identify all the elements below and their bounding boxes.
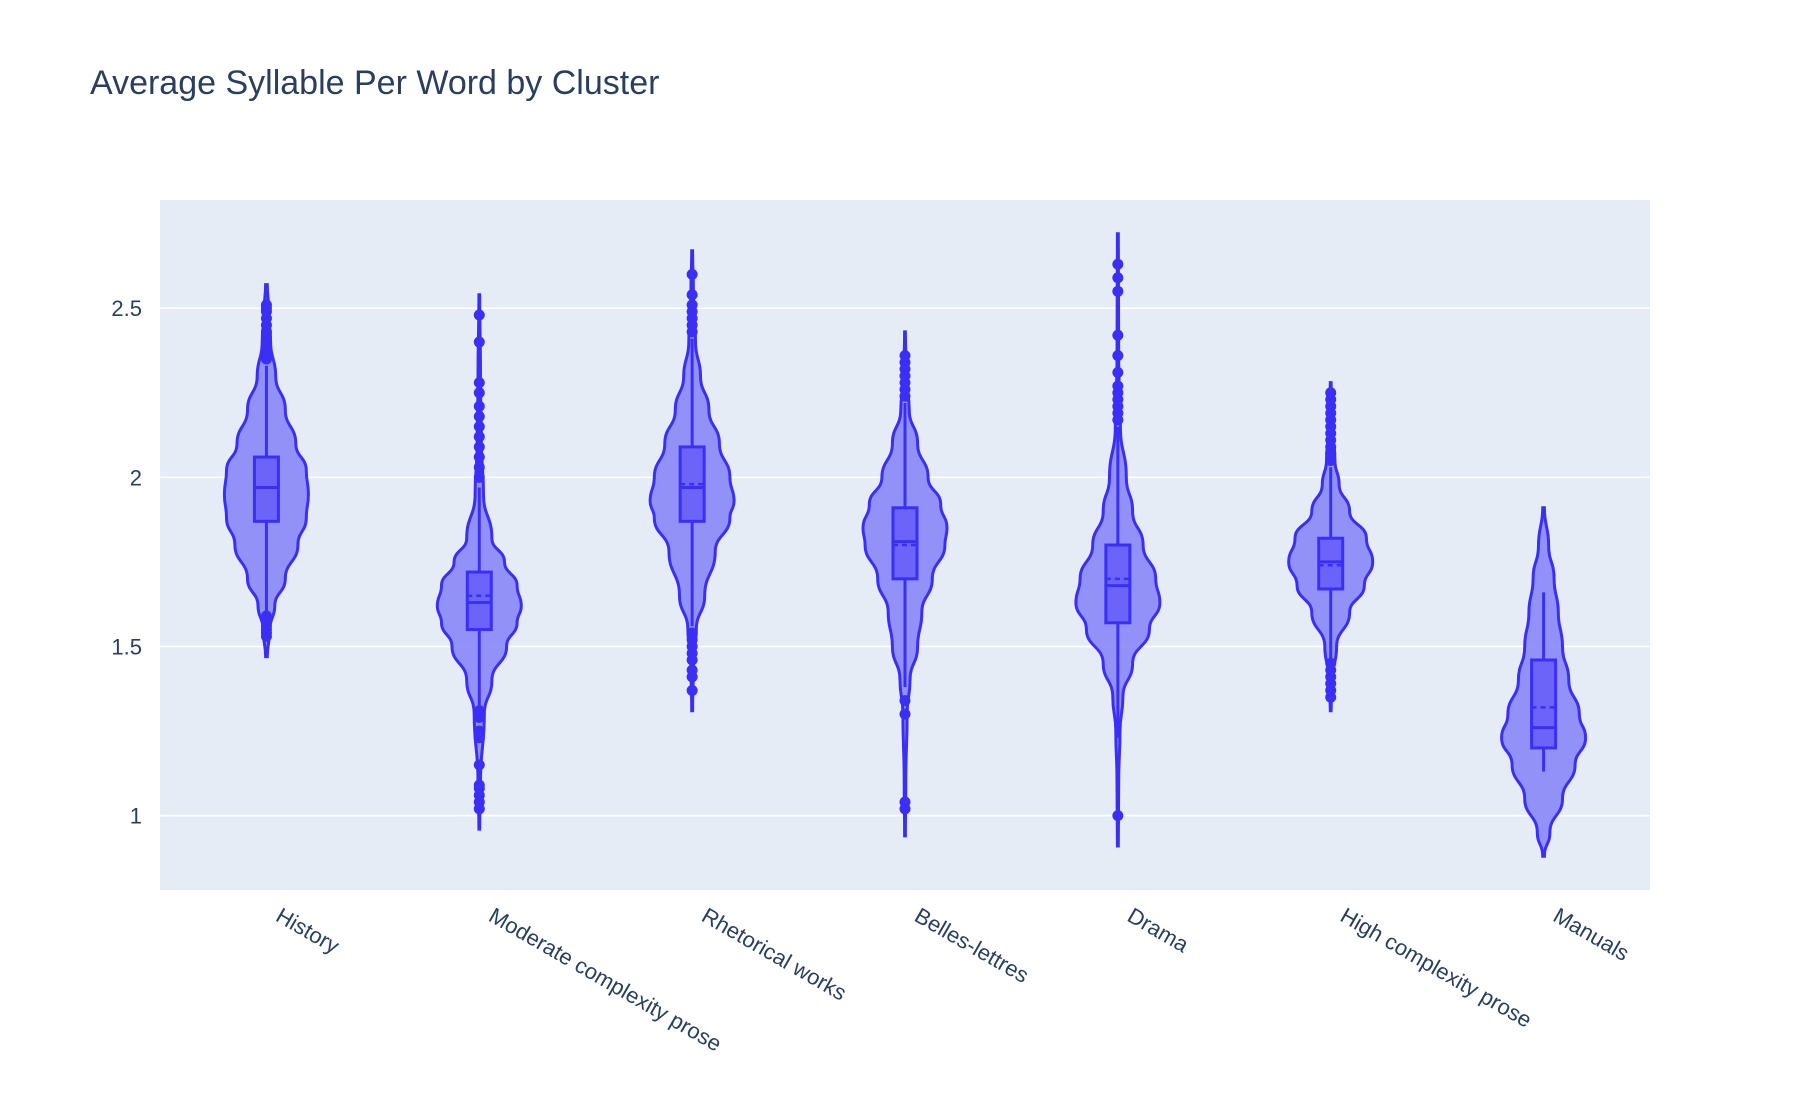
x-tick-label: Rhetorical works <box>698 903 851 1006</box>
outlier-point <box>686 289 698 301</box>
outlier-point <box>473 471 485 483</box>
outlier-point <box>1112 350 1124 362</box>
y-tick-label: 2 <box>130 465 142 490</box>
iqr-box <box>1530 658 1558 750</box>
outlier-point <box>686 268 698 280</box>
outlier-point <box>473 377 485 389</box>
y-tick-label: 1 <box>130 804 142 829</box>
outlier-point <box>1112 258 1124 270</box>
outlier-point <box>1112 329 1124 341</box>
chart-title: Average Syllable Per Word by Cluster <box>90 64 660 102</box>
x-tick-label: Manuals <box>1549 903 1634 966</box>
iqr-box <box>465 570 493 632</box>
x-axis-ticks: History Moderate complexity proseRhetoric… <box>272 903 1634 1057</box>
outlier-point <box>260 299 272 311</box>
outlier-point <box>1112 272 1124 284</box>
outlier-point <box>1112 285 1124 297</box>
outlier-point <box>473 725 485 737</box>
outlier-point <box>899 708 911 720</box>
outlier-point <box>1325 387 1337 399</box>
y-axis-ticks: 1 1.5 2 2.5 <box>111 296 142 828</box>
y-tick-label: 1.5 <box>111 634 142 659</box>
x-tick-label: Belles-lettres <box>911 903 1034 988</box>
violin-moderate-complexity-prose <box>435 293 523 831</box>
x-tick-label: Drama <box>1123 903 1193 958</box>
outlier-point <box>1112 810 1124 822</box>
iqr-box <box>1104 543 1132 625</box>
outlier-point <box>473 336 485 348</box>
outlier-point <box>473 779 485 791</box>
outlier-point <box>686 627 698 639</box>
outlier-point <box>473 705 485 717</box>
iqr-box <box>1317 536 1345 591</box>
outlier-point <box>686 299 698 311</box>
iqr-box <box>891 506 919 581</box>
outlier-point <box>473 431 485 443</box>
violin-manuals <box>1500 506 1588 858</box>
x-tick-label: High complexity prose <box>1336 903 1536 1033</box>
outlier-point <box>473 410 485 422</box>
outlier-point <box>899 695 911 707</box>
outlier-point <box>473 309 485 321</box>
x-tick-label: Moderate complexity prose <box>485 903 726 1057</box>
outlier-point <box>1325 657 1337 669</box>
outlier-point <box>473 759 485 771</box>
y-tick-label: 2.5 <box>111 296 142 321</box>
outlier-point <box>473 461 485 473</box>
x-tick-label: History <box>272 903 344 959</box>
violin-drama <box>1074 232 1162 848</box>
violin-rhetorical-works <box>648 249 736 713</box>
outlier-point <box>473 441 485 453</box>
outlier-point <box>1112 367 1124 378</box>
outlier-point <box>1112 380 1124 392</box>
outlier-point <box>260 610 272 622</box>
outlier-point <box>899 350 911 362</box>
outlier-point <box>473 451 485 463</box>
outlier-point <box>473 387 485 399</box>
outlier-point <box>686 664 698 676</box>
violins <box>222 232 1588 858</box>
outlier-point <box>473 421 485 433</box>
iqr-box <box>252 455 280 523</box>
violin-history <box>222 283 310 659</box>
violin-high-complexity-prose <box>1287 381 1375 713</box>
outlier-point <box>473 400 485 412</box>
violin-belles-lettres <box>861 330 949 838</box>
outlier-point <box>686 684 698 696</box>
outlier-point <box>899 796 911 808</box>
